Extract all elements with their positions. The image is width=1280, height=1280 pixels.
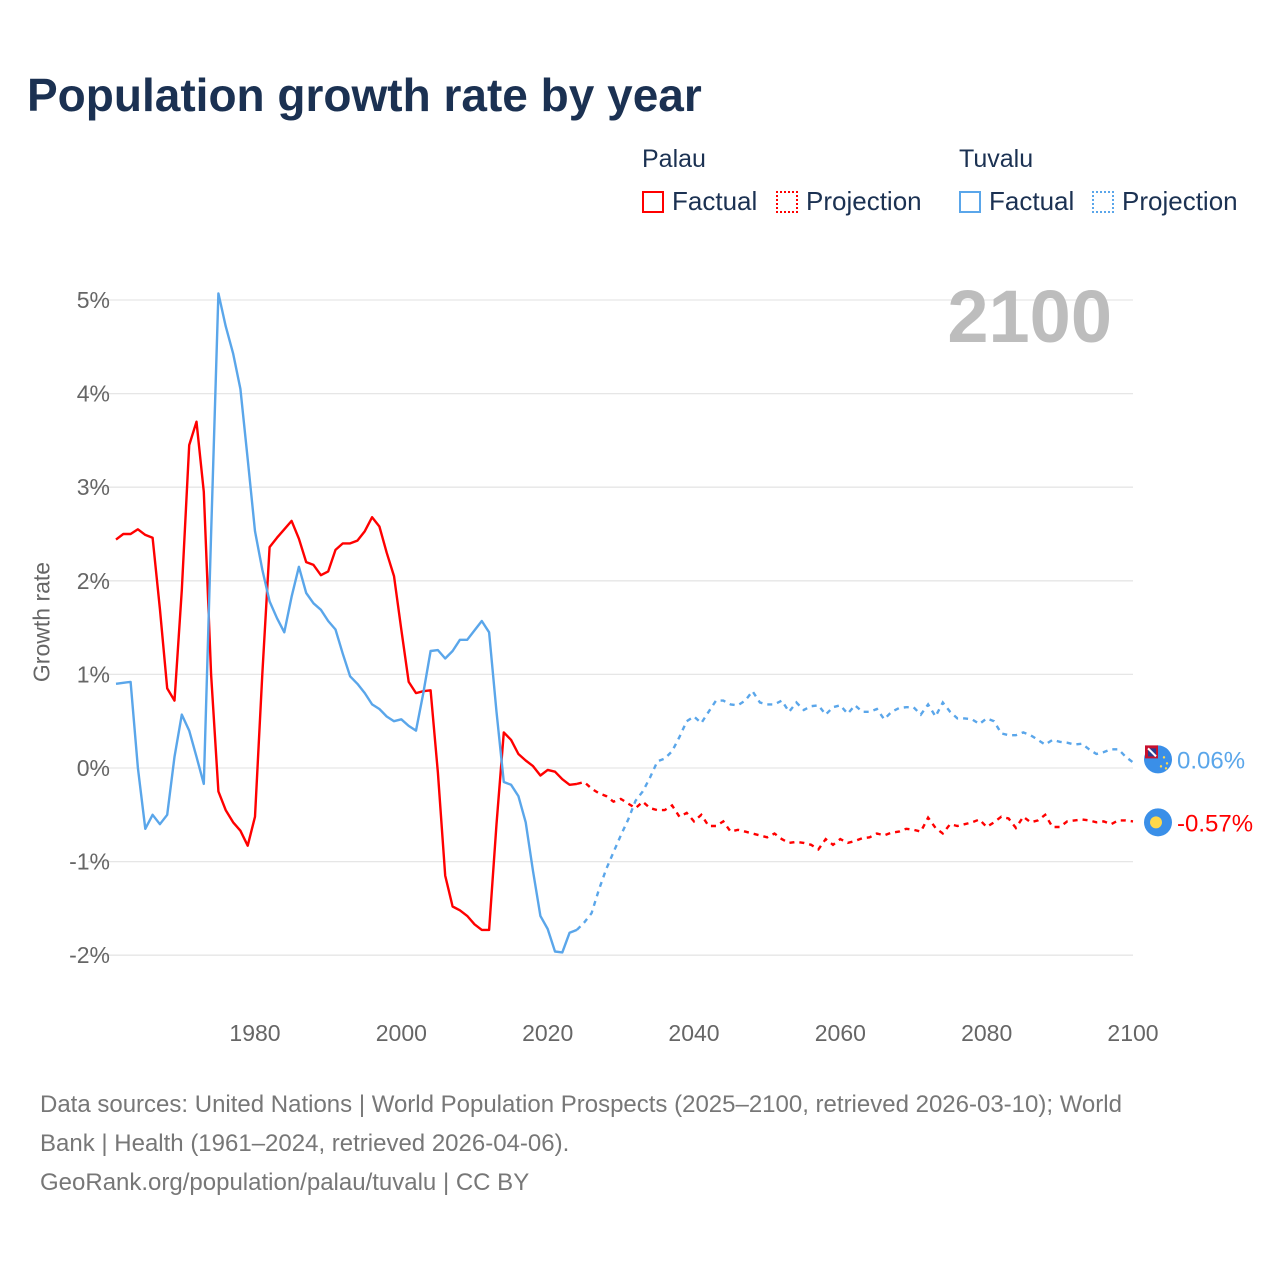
y-tick-label: 5% (77, 287, 110, 313)
x-tick-label: 1980 (229, 1020, 280, 1046)
legend-tuvalu-factual[interactable]: Factual (959, 186, 1074, 217)
footer-sources-2: Bank | Health (1961–2024, retrieved 2026… (40, 1130, 570, 1157)
legend-swatch-dotted (1092, 190, 1114, 213)
x-tick-label: 2020 (522, 1020, 573, 1046)
y-tick-label: 3% (77, 474, 110, 500)
legend-swatch-solid (642, 190, 664, 213)
legend-label: Projection (1122, 186, 1238, 216)
legend-palau-projection[interactable]: Projection (776, 186, 922, 217)
current-year-display: 2100 (947, 275, 1112, 358)
palau-end-value: -0.57% (1177, 810, 1253, 837)
legend-group-tuvalu: Tuvalu (959, 145, 1034, 173)
tuvalu-projection-line (576, 689, 1134, 931)
tuvalu-flag-icon (1144, 745, 1172, 774)
y-tick-label: 2% (77, 568, 110, 594)
legend-group-palau: Palau (642, 145, 706, 173)
palau-factual-line (115, 420, 578, 932)
legend-palau-factual[interactable]: Factual (642, 186, 757, 217)
x-tick-label: 2060 (815, 1020, 866, 1046)
x-tick-label: 2100 (1107, 1020, 1158, 1046)
y-tick-label: -2% (69, 942, 110, 968)
y-tick-label: 1% (77, 661, 110, 687)
palau-flag-icon (1144, 808, 1172, 837)
x-tick-label: 2080 (961, 1020, 1012, 1046)
x-tick-label: 2040 (668, 1020, 719, 1046)
legend-label: Factual (989, 186, 1075, 216)
legend-swatch-solid (959, 190, 981, 213)
palau-projection-line (576, 780, 1134, 852)
legend-label: Projection (806, 186, 922, 216)
y-tick-label: 0% (77, 755, 110, 781)
x-tick-label: 2000 (376, 1020, 427, 1046)
y-tick-label: 4% (77, 381, 110, 407)
footer-attribution-link[interactable]: GeoRank.org/population/palau/tuvalu | CC… (40, 1169, 530, 1196)
footer-sources-1: Data sources: United Nations | World Pop… (40, 1091, 1122, 1118)
y-tick-label: -1% (69, 849, 110, 875)
page-title: Population growth rate by year (27, 69, 702, 121)
legend-label: Factual (672, 186, 758, 216)
tuvalu-end-value: 0.06% (1177, 747, 1245, 774)
legend-tuvalu-projection[interactable]: Projection (1092, 186, 1238, 217)
legend-swatch-dotted (776, 190, 798, 213)
tuvalu-factual-line (115, 292, 578, 954)
